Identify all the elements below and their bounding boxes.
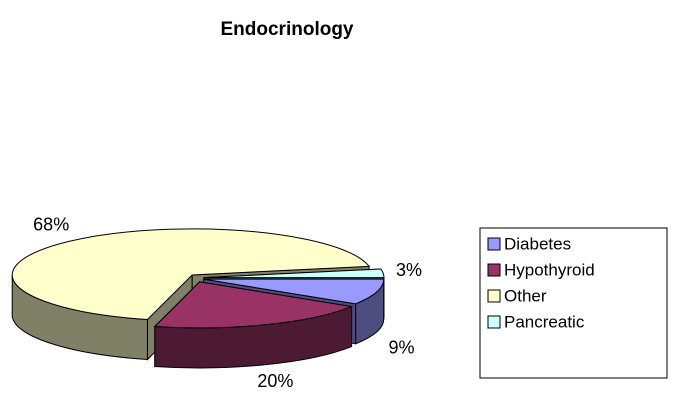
legend-swatch [487,237,501,251]
slice [11,228,370,321]
legend-label: Diabetes [504,234,571,253]
legend-label: Other [504,286,547,305]
data-label: 68% [33,214,69,234]
data-label: 20% [257,371,293,391]
slice [153,281,354,329]
legend-label: Hypothyroid [504,260,595,279]
chart-title: Endocrinology [221,19,354,40]
legend-swatch [487,289,501,303]
legend-swatch [487,263,501,277]
data-label: 9% [389,337,415,357]
data-label: 3% [396,260,422,280]
slice [203,278,385,305]
legend-box [479,227,668,379]
legend-label: Pancreatic [504,312,585,331]
legend-swatch [487,315,501,329]
slice [203,268,385,279]
